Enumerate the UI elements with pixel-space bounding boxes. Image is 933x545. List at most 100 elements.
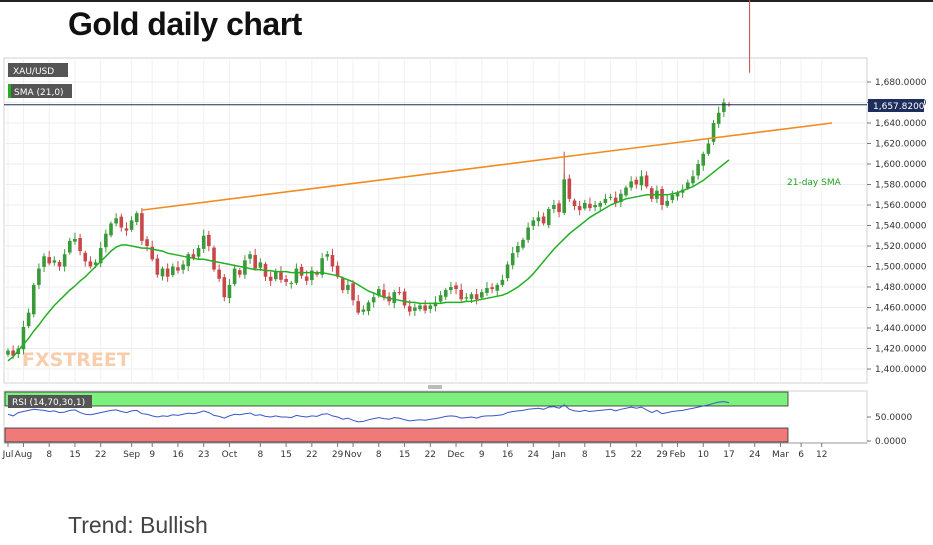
candle-body xyxy=(649,188,654,199)
x-tick-label: Aug xyxy=(15,450,33,460)
candle-body xyxy=(294,268,299,283)
candle-body xyxy=(279,272,283,280)
rsi-tick-label: 0.0000 xyxy=(875,437,907,447)
candle-body xyxy=(464,297,469,299)
candle-body xyxy=(428,305,433,309)
candle-body xyxy=(315,272,319,275)
x-tick-label: Dec xyxy=(447,450,464,460)
candle-body xyxy=(310,270,314,281)
y-tick-label: 1,480.0000 xyxy=(875,283,927,293)
candle-body xyxy=(212,247,216,270)
top-rule xyxy=(0,0,933,2)
candle-body xyxy=(145,239,149,246)
candle-body xyxy=(6,350,10,355)
candle-body xyxy=(469,294,474,299)
candle-body xyxy=(268,276,273,281)
candle-body xyxy=(454,285,458,290)
rsi-label: RSI (14,70,30,1) xyxy=(12,398,85,408)
candle-body xyxy=(675,192,680,197)
candle-body xyxy=(356,301,360,313)
candle-body xyxy=(619,193,623,203)
trend-text: Trend: Bullish xyxy=(68,512,208,538)
candle-body xyxy=(438,295,443,302)
x-tick-label: Nov xyxy=(344,450,362,460)
indicator-label: SMA (21,0) xyxy=(14,88,64,98)
candle-body xyxy=(644,175,649,187)
candle-body xyxy=(366,302,371,312)
candle-body xyxy=(284,279,288,282)
candle-body xyxy=(660,189,664,205)
y-tick-label: 1,440.0000 xyxy=(875,324,927,334)
candle-body xyxy=(413,307,417,311)
candle-body xyxy=(377,289,381,296)
symbol-badge[interactable] xyxy=(8,63,68,77)
candle-body xyxy=(258,262,263,268)
candle-body xyxy=(114,218,118,224)
rsi-badge[interactable] xyxy=(8,395,92,408)
x-tick-label: Jul xyxy=(2,450,14,460)
y-tick-label: 1,420.0000 xyxy=(875,345,927,355)
candle-body xyxy=(119,216,124,228)
candle-body xyxy=(11,350,15,356)
candle-body xyxy=(696,164,700,176)
x-tick-label: 23 xyxy=(198,450,209,460)
current-price-badge xyxy=(868,99,924,112)
candle-body xyxy=(665,200,669,206)
candle-body xyxy=(552,205,556,210)
candle-body xyxy=(392,292,397,303)
candle-body xyxy=(670,194,675,201)
date-axis: Jul Aug 8 15 22 Sep 9 16 23 Oct 8 15 22 29 Nov 8 15 22 Dec… xyxy=(2,442,867,460)
x-tick-label: Jan xyxy=(551,450,566,460)
candles xyxy=(6,0,751,359)
sma-label: 21-day SMA xyxy=(787,178,842,188)
x-tick-label: 10 xyxy=(698,450,710,460)
x-tick-label: 15 xyxy=(605,450,616,460)
candle-body xyxy=(443,290,448,297)
candle-body xyxy=(500,279,505,285)
candle-body xyxy=(691,176,695,184)
price-axis: 1,680.00001,660.00001,640.00001,620.0000… xyxy=(867,78,927,375)
candle-body xyxy=(222,277,227,298)
watermark: FXSTREET xyxy=(22,349,130,371)
pane-splitter[interactable] xyxy=(428,385,442,389)
candle-body xyxy=(93,262,98,265)
x-tick-label: 12 xyxy=(816,450,827,460)
candle-body xyxy=(480,292,484,298)
candle-body xyxy=(418,305,422,310)
x-tick-label: 15 xyxy=(399,450,410,460)
y-tick-label: 1,680.0000 xyxy=(875,78,927,88)
candle-body xyxy=(557,203,561,213)
x-tick-label: 6 xyxy=(798,450,804,460)
candle-body xyxy=(629,181,633,188)
candle-body xyxy=(562,179,566,213)
candle-body xyxy=(129,220,134,230)
candle-body xyxy=(335,265,340,277)
candle-body xyxy=(474,294,479,300)
candle-body xyxy=(31,284,36,315)
candle-body xyxy=(572,200,577,207)
candle-body xyxy=(325,254,330,257)
candle-body xyxy=(42,256,46,267)
candle-body xyxy=(26,312,31,327)
y-tick-label: 1,600.0000 xyxy=(875,160,927,170)
y-tick-label: 1,540.0000 xyxy=(875,222,927,232)
candle-body xyxy=(624,187,628,196)
x-tick-label: 22 xyxy=(95,450,106,460)
x-tick-label: 8 xyxy=(376,450,382,460)
candle-body xyxy=(577,206,582,211)
indicator-badge[interactable] xyxy=(8,84,72,98)
candle-body xyxy=(510,253,515,266)
candle-body xyxy=(433,302,438,307)
gold-chart: FXSTREET 21-day SMA 1,680.00001,660.0000… xyxy=(2,0,927,460)
candle-body xyxy=(155,258,160,275)
x-tick-label: 22 xyxy=(306,450,317,460)
candle-body xyxy=(274,271,278,280)
x-tick-label: 8 xyxy=(582,450,588,460)
candle-body xyxy=(134,213,139,223)
candle-body xyxy=(536,217,541,222)
candle-body xyxy=(613,197,618,203)
x-tick-label: Oct xyxy=(222,450,238,460)
candle-body xyxy=(289,282,294,284)
y-tick-label: 1,520.0000 xyxy=(875,242,927,252)
candle-body xyxy=(140,213,144,241)
